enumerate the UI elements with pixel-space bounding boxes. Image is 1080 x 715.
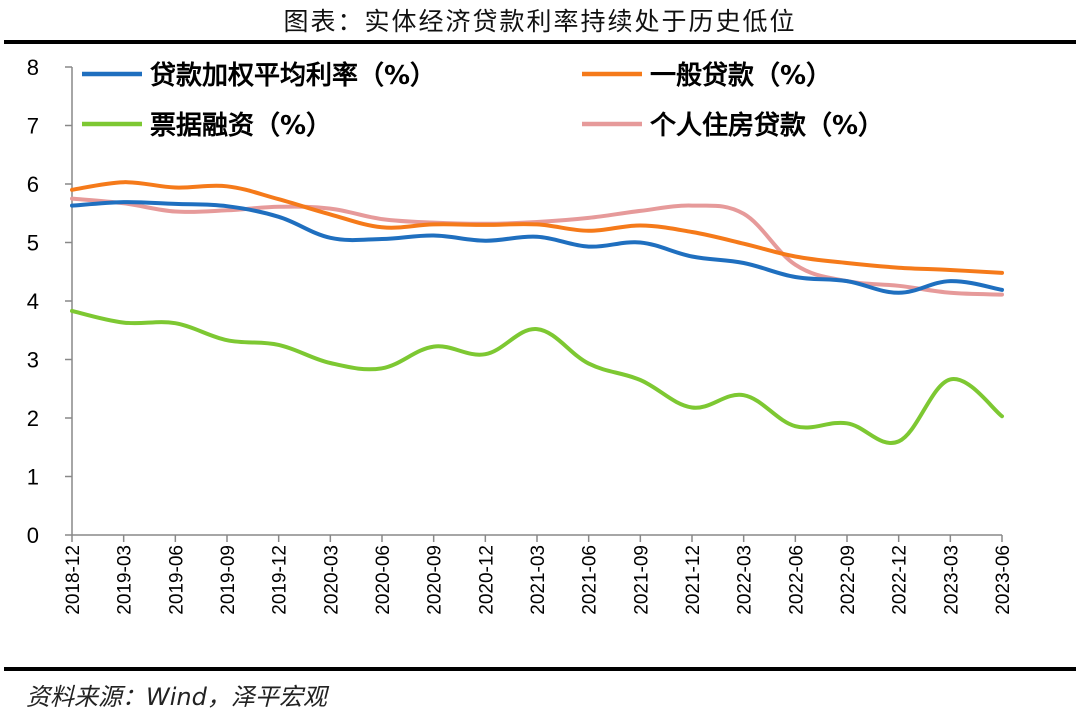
x-tick-label: 2023-03 xyxy=(941,545,962,615)
x-tick-label: 2022-03 xyxy=(735,545,756,615)
series-line-2 xyxy=(70,308,1004,445)
top-rule xyxy=(4,40,1076,44)
line-chart: 0 1 2 3 4 5 6 7 8 2018-12 2019-03 2019-06 2019-09 201… xyxy=(27,55,1014,615)
bottom-rule xyxy=(4,667,1076,671)
axes: 0 1 2 3 4 5 6 7 8 2018-12 2019-03 2019-06 2019-09 201… xyxy=(27,55,1014,615)
y-tick-label: 4 xyxy=(27,289,39,314)
x-tick-label: 2018-12 xyxy=(63,545,84,615)
y-tick-label: 7 xyxy=(27,114,39,139)
legend-label: 贷款加权平均利率（%） xyxy=(150,60,436,91)
y-tick-label: 1 xyxy=(27,465,39,490)
x-tick-label: 2022-06 xyxy=(786,545,807,615)
series-line-1 xyxy=(70,180,1004,275)
series-line-0 xyxy=(70,200,1004,295)
x-tick-label: 2022-12 xyxy=(890,545,911,615)
legend-label: 个人住房贷款（%） xyxy=(650,110,884,141)
y-tick-label: 8 xyxy=(27,55,39,80)
series-lines xyxy=(70,180,1004,445)
x-tick-label: 2022-09 xyxy=(838,545,859,615)
x-tick-label: 2020-12 xyxy=(476,545,497,615)
x-tick-label: 2023-06 xyxy=(993,545,1014,615)
x-tick-label: 2021-06 xyxy=(580,545,601,615)
x-tick-label: 2020-06 xyxy=(373,545,394,615)
x-tick-label: 2021-03 xyxy=(528,545,549,615)
source-note: 资料来源：Wind，泽平宏观 xyxy=(26,683,327,711)
y-tick-label: 3 xyxy=(27,348,39,373)
chart-title: 图表：实体经济贷款利率持续处于历史低位 xyxy=(283,7,797,36)
series-line-3 xyxy=(70,196,1004,297)
x-tick-label: 2020-09 xyxy=(425,545,446,615)
legend-label: 票据融资（%） xyxy=(150,111,332,141)
x-tick-label: 2020-03 xyxy=(321,545,342,615)
x-tick-label: 2019-09 xyxy=(218,545,239,615)
x-tick-label: 2019-06 xyxy=(166,545,187,615)
legend: 贷款加权平均利率（%） 一般贷款（%） 票据融资（%） 个人住房贷款（%） xyxy=(82,60,884,141)
legend-label: 一般贷款（%） xyxy=(650,60,832,91)
y-tick-label: 2 xyxy=(27,406,39,431)
x-tick-label: 2021-09 xyxy=(631,545,652,615)
y-tick-label: 6 xyxy=(27,172,39,197)
x-tick-label: 2019-12 xyxy=(270,545,291,615)
y-tick-label: 5 xyxy=(27,231,39,256)
x-tick-label: 2019-03 xyxy=(115,545,136,615)
y-tick-label: 0 xyxy=(27,523,39,548)
x-tick-label: 2021-12 xyxy=(683,545,704,615)
